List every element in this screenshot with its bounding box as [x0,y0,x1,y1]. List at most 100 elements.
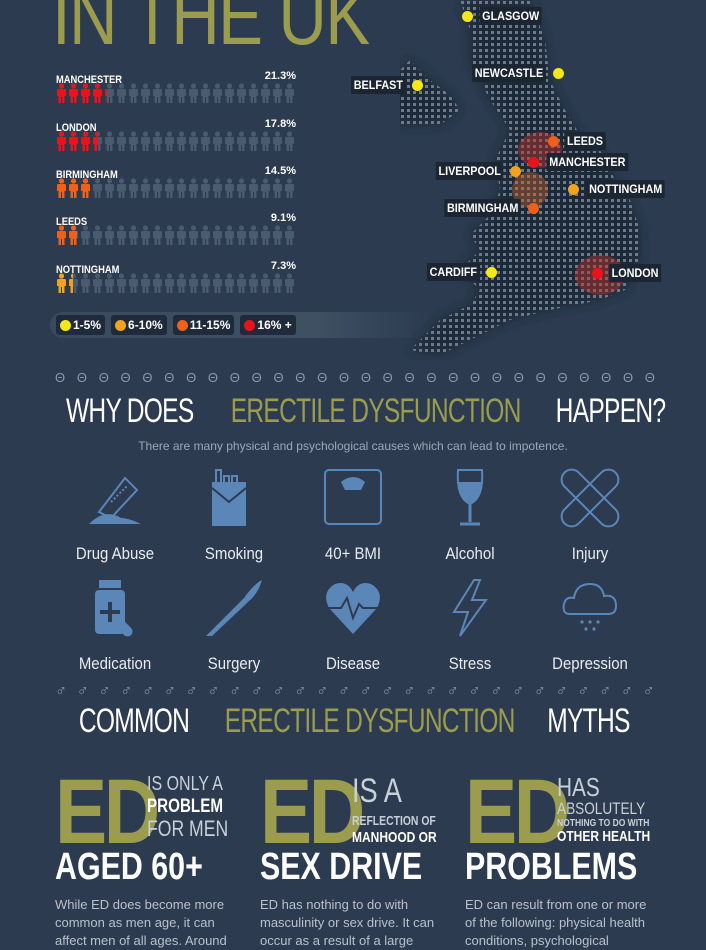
map-city: BIRMINGHAM [440,199,540,217]
scale-icon [324,469,382,525]
person-icon [188,178,200,198]
cause-label: 40+ BMI [324,544,382,563]
person-icon [80,131,92,151]
legend-dot [244,319,256,331]
person-icon [116,178,128,198]
myth-line: FOR MEN [147,816,229,841]
person-icon [224,83,236,103]
city-percent: 9.1% [270,212,296,224]
ornament-icon: Θ [535,370,546,385]
person-icon [128,178,140,198]
person-icon [68,273,80,293]
cause-label: Disease [325,654,381,673]
person-icon [176,178,188,198]
stat-row: LONDON 17.8% [56,118,296,151]
person-icon [224,273,236,293]
person-icon [272,225,284,245]
myth-ed: ED [260,761,365,863]
city-label: CARDIFF [426,263,480,281]
person-icon [140,273,152,293]
city-marker [462,10,473,22]
person-icon [284,225,296,245]
ornament-icon: Θ [295,370,306,385]
person-icon [128,83,140,103]
person-icon [248,131,260,151]
cause-label: Drug Abuse [75,544,155,563]
male-symbol-icon: ♂ [207,683,220,700]
cause-item: Depression [530,578,650,674]
person-icon [200,273,212,293]
legend-dot [176,319,188,331]
myth-statement: IS ONLY A PROBLEM FOR MEN [147,774,257,840]
myth-line: OTHER HEALTH [557,828,651,845]
person-icon [260,273,272,293]
city-marker [553,67,564,79]
person-icon [284,178,296,198]
map-city: BELFAST [348,76,423,94]
city-label: BELFAST [351,76,406,94]
city-marker [568,183,579,195]
person-icon [236,225,248,245]
cause-item: Medication [55,578,175,674]
map-city: NOTTINGHAM [568,180,669,198]
person-icon [260,83,272,103]
city-marker [528,202,540,214]
uk-map: GLASGOW NEWCASTLE BELFAST LEEDS MANCHESTER LI… [351,0,706,360]
male-symbol-icon: ♂ [555,683,568,700]
city-name: LONDON [56,122,97,134]
city-label: NEWCASTLE [472,64,546,82]
person-icon [80,225,92,245]
city-percent: 21.3% [264,70,296,82]
pill-bottle-icon [95,580,133,637]
person-icon [80,273,92,293]
male-symbol-icon: ♂ [468,683,481,700]
ornament-icon: Θ [338,370,350,385]
male-symbol-icon: ♂ [359,683,372,700]
myth-body: While ED does become more common as men … [55,897,227,948]
ornament-icon: Θ [557,370,568,385]
cause-label: Stress [448,654,492,673]
person-icon [140,178,152,198]
ornament-icon: Θ [360,370,371,385]
scalpel-icon [206,580,262,636]
myth-headline: SEX DRIVE [260,846,423,888]
male-symbol-icon: ♂ [55,683,67,700]
person-icon [260,225,272,245]
person-icon [116,273,128,293]
person-icon [272,273,284,293]
person-icon [188,225,200,245]
map-city: MANCHESTER [528,153,633,171]
person-icon [272,131,284,151]
male-symbol-icon: ♂ [403,683,416,700]
cause-item: Drug Abuse [55,468,175,564]
person-icon [248,225,260,245]
person-icon [248,83,260,103]
ornament-icon: Θ [251,370,262,385]
person-icon [104,178,116,198]
cause-label: Alcohol [445,544,495,563]
person-icon [164,225,176,245]
male-symbol-icon: ♂ [294,683,307,700]
bandage-icon [560,468,620,528]
person-icon [212,178,224,198]
person-icon [176,273,188,293]
ornament-icon: Θ [579,370,590,385]
myth-ed: ED [55,761,160,863]
city-marker [510,165,522,177]
map-city: LEEDS [548,132,608,150]
cause-item: Stress [410,578,530,674]
razor-powder-icon [89,476,141,524]
myths-title: COMMON ERECTILE DYSFUNCTION MYTHS [78,702,630,740]
person-icon [68,225,80,245]
city-name: MANCHESTER [56,74,122,86]
person-icon [176,83,188,103]
ornament-icon: Θ [229,370,240,385]
person-icon [116,83,128,103]
ornament-icon: Θ [426,370,437,385]
male-symbol-icon: ♂ [620,683,633,700]
lightning-icon [452,579,488,637]
myth-body: ED has nothing to do with masculinity or… [260,897,435,948]
ornament-icon: Θ [513,370,524,385]
person-icon [140,131,152,151]
city-label: LIVERPOOL [435,162,504,180]
